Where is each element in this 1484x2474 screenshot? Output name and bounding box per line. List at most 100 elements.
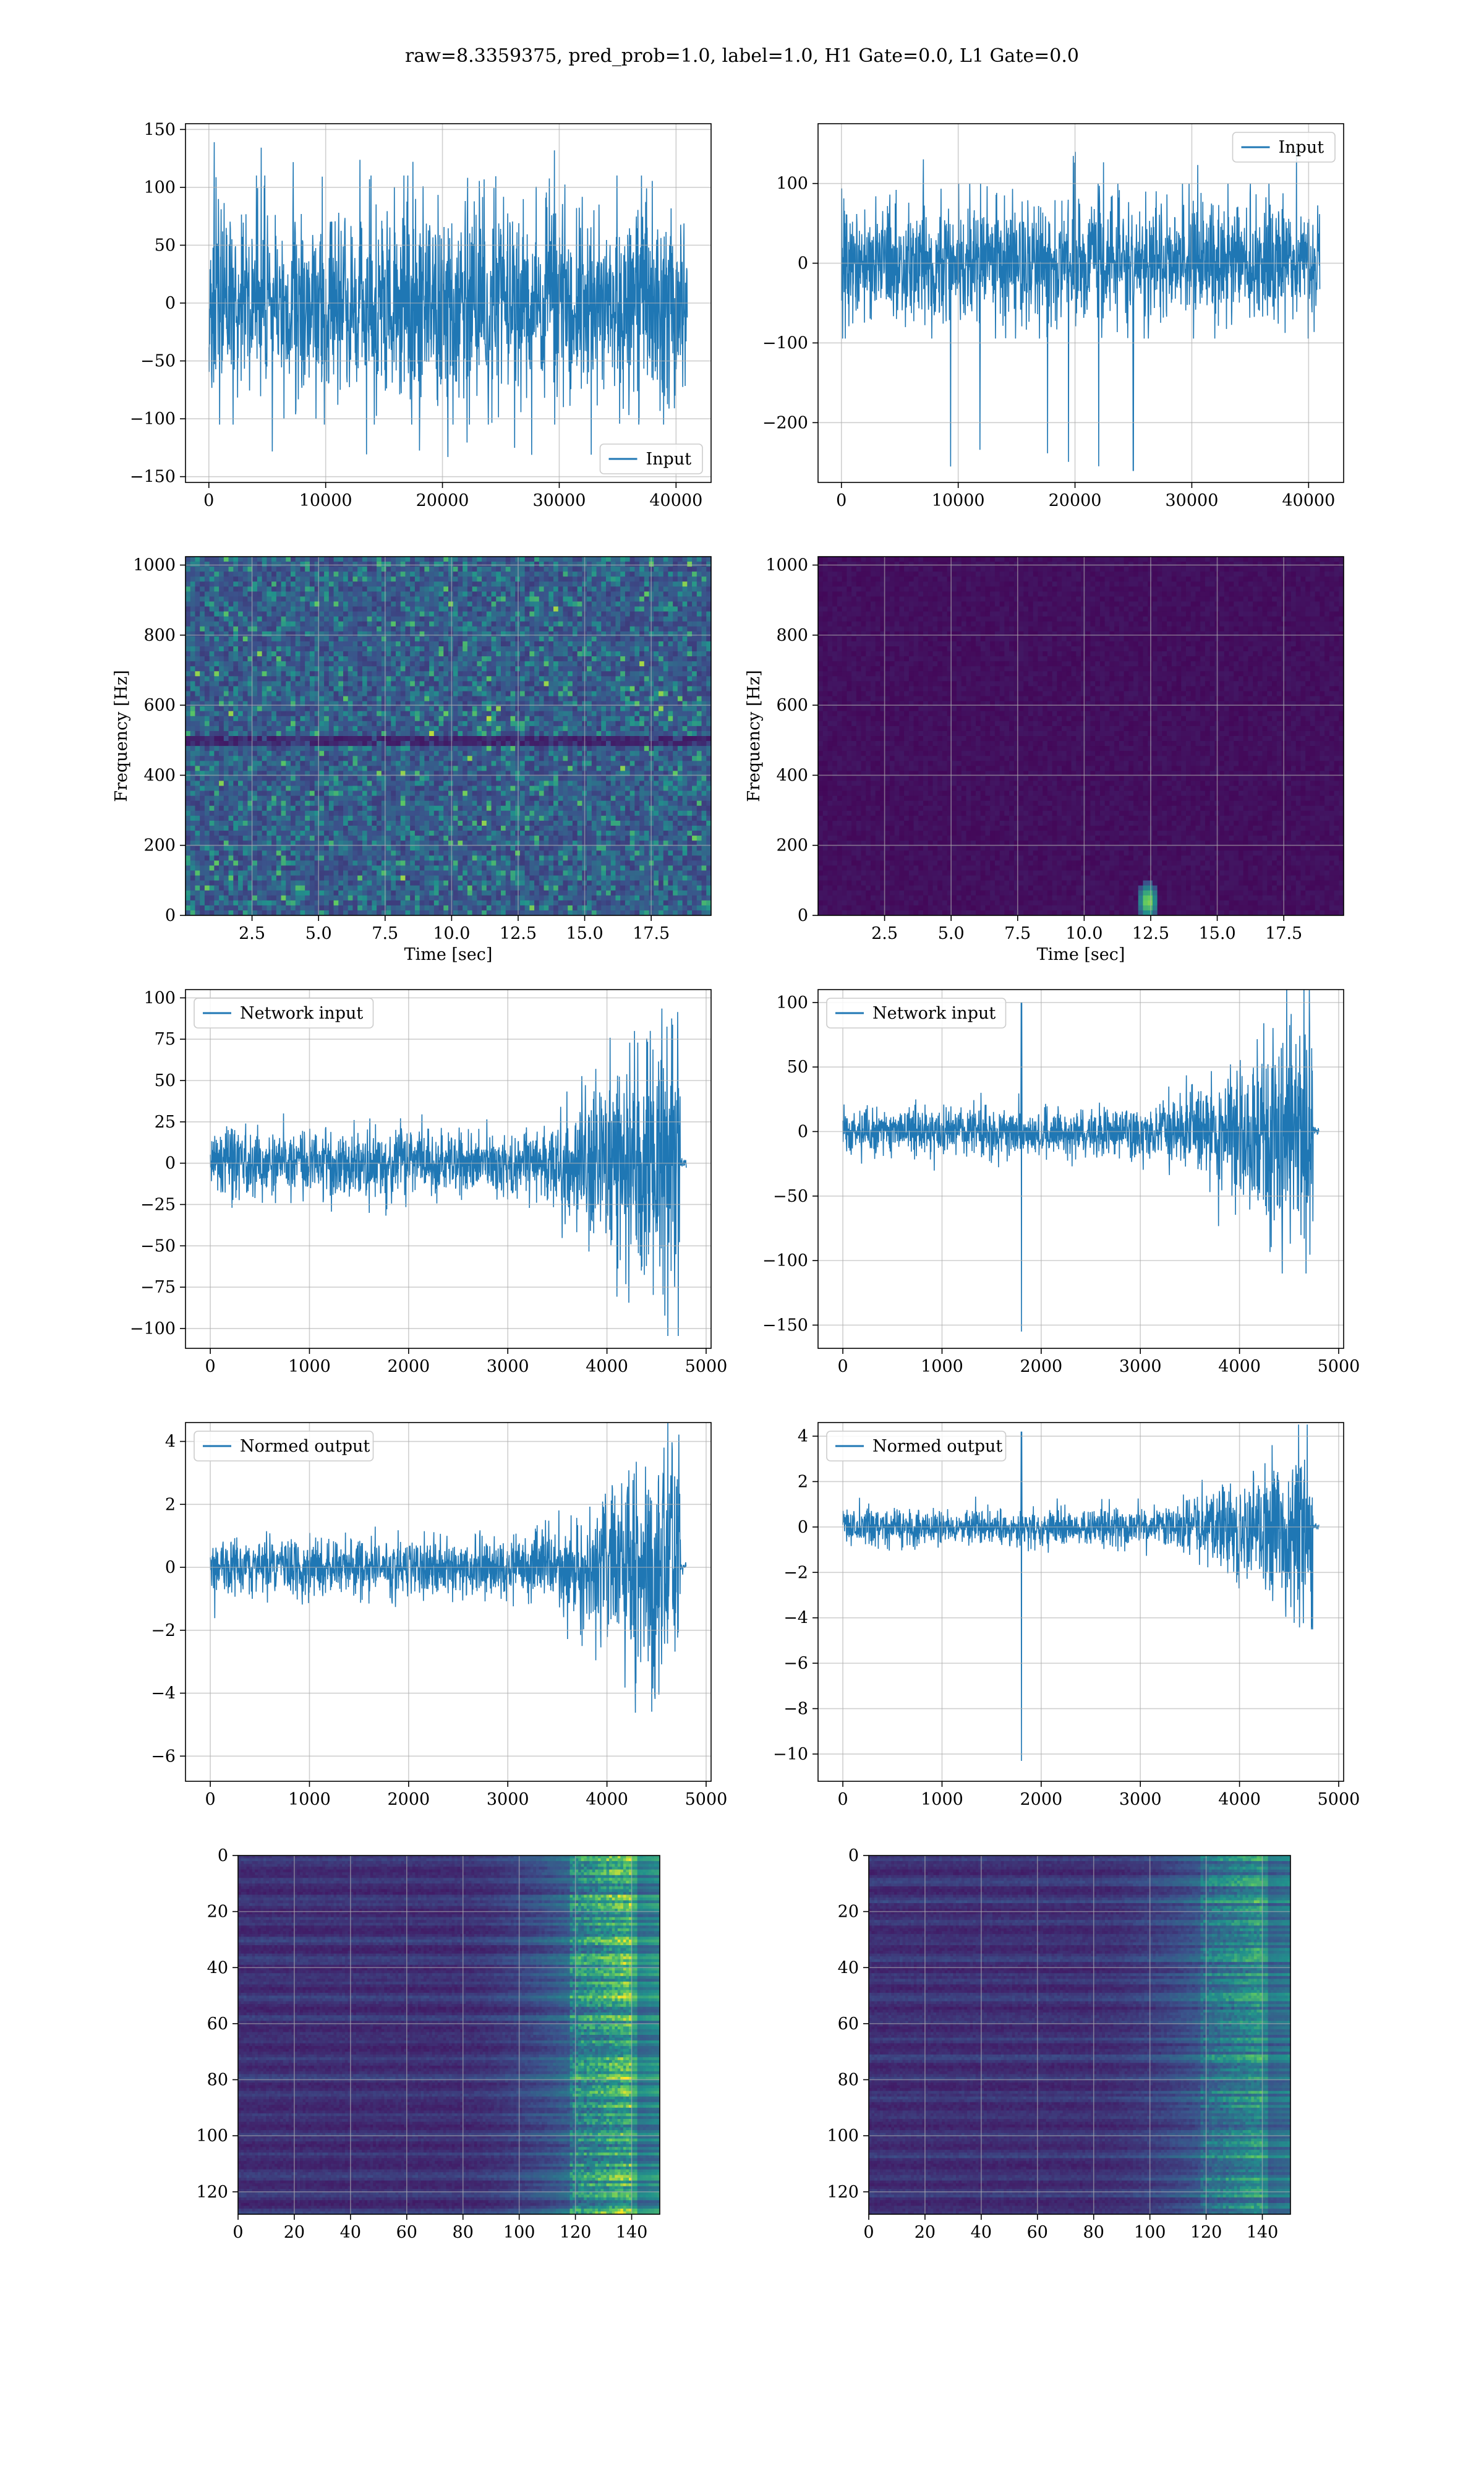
- h1-spectrogram-cell: [496, 611, 501, 617]
- h1-spectrogram-cell: [558, 581, 564, 587]
- h1-spectrogram-cell: [568, 736, 573, 742]
- h1-spectrogram-cell: [606, 751, 612, 756]
- h1-spectrogram-cell: [314, 736, 320, 742]
- h1-spectrogram-cell: [281, 776, 286, 782]
- h1-spectrogram-cell: [529, 581, 535, 587]
- h1-spectrogram-cell: [692, 596, 697, 602]
- h1-spectrogram-cell: [477, 671, 482, 677]
- h1-spectrogram-cell: [267, 691, 272, 697]
- h1-spectrogram-cell: [634, 706, 640, 712]
- h1-spectrogram-cell: [558, 741, 564, 747]
- h1-spectrogram-cell: [362, 636, 368, 642]
- h1-spectrogram-cell: [400, 736, 406, 742]
- h1-spectrogram-cell: [204, 681, 210, 687]
- h1-spectrogram-cell: [209, 606, 215, 612]
- h1-spectrogram-cell: [238, 711, 244, 717]
- h1-spectrogram-cell: [534, 681, 540, 687]
- h1-spectrogram-cell: [625, 656, 631, 662]
- h1-spectrogram-cell: [271, 631, 277, 637]
- h1-spectrogram-cell: [309, 691, 315, 697]
- h1-spectrogram-cell: [701, 671, 707, 677]
- h1-spectrogram-cell: [328, 576, 335, 582]
- h1-spectrogram-cell: [606, 686, 612, 692]
- h1-spectrogram-cell: [271, 696, 277, 702]
- h1-spectrogram-cell: [190, 616, 196, 622]
- h1-spectrogram-cell: [601, 567, 607, 572]
- h1-spectrogram-cell: [563, 591, 568, 597]
- h1-spectrogram-cell: [252, 651, 258, 657]
- h1-spectrogram-cell: [214, 696, 220, 702]
- h1-spectrogram-cell: [659, 606, 664, 612]
- h1-spectrogram-cell: [247, 716, 253, 722]
- h1-spectrogram-cell: [319, 716, 325, 722]
- h1-spectrogram-cell: [357, 726, 363, 732]
- h1-spectrogram-cell: [467, 756, 473, 761]
- h1-spectrogram-cell: [610, 761, 616, 766]
- h1-spectrogram-cell: [238, 606, 244, 612]
- h1-spectrogram-cell: [295, 636, 301, 642]
- h1-spectrogram-cell: [591, 591, 597, 597]
- h1-spectrogram-cell: [214, 701, 220, 707]
- h1-spectrogram-cell: [458, 586, 463, 592]
- h1-spectrogram-cell: [687, 646, 693, 652]
- h1-spectrogram-cell: [620, 726, 626, 732]
- h1-spectrogram-cell: [482, 671, 487, 677]
- h1-spectrogram-cell: [659, 567, 664, 572]
- h1-spectrogram-cell: [696, 576, 702, 582]
- h1-spectrogram-cell: [429, 671, 435, 677]
- h1-spectrogram-cell: [338, 591, 344, 597]
- h1-spectrogram-cell: [328, 562, 335, 567]
- h1-spectrogram-cell: [195, 646, 200, 652]
- h1-spectrogram-cell: [443, 696, 449, 702]
- h1-spectrogram-cell: [606, 576, 612, 582]
- h1-spectrogram-cell: [309, 741, 315, 747]
- h1-spectrogram-cell: [396, 676, 401, 682]
- h1-spectrogram-cell: [219, 621, 224, 627]
- h1-spectrogram-cell: [663, 771, 669, 777]
- h1-spectrogram-cell: [629, 686, 635, 692]
- h1-spectrogram-cell: [223, 651, 229, 657]
- h1-spectrogram-cell: [587, 671, 592, 677]
- h1-spectrogram-cell: [606, 646, 612, 652]
- h1-spectrogram-cell: [357, 621, 363, 627]
- h1-spectrogram-cell: [606, 616, 612, 622]
- h1-spectrogram-cell: [238, 726, 244, 732]
- h1-spectrogram-cell: [367, 671, 372, 677]
- h1-spectrogram-cell: [544, 661, 549, 667]
- h1-spectrogram-cell: [548, 730, 554, 737]
- h1-spectrogram-cell: [677, 651, 683, 657]
- h1-spectrogram-cell: [247, 601, 253, 607]
- h1-spectrogram-cell: [587, 681, 592, 687]
- h1-spectrogram-cell: [587, 651, 592, 657]
- h1-spectrogram-cell: [438, 651, 444, 657]
- h1-spectrogram-cell: [463, 686, 468, 692]
- h1-spectrogram-cell: [639, 616, 645, 622]
- h1-spectrogram-cell: [233, 751, 239, 756]
- h1-spectrogram-cell: [687, 726, 693, 732]
- h1-spectrogram-cell: [701, 681, 707, 687]
- h1-spectrogram-cell: [659, 651, 664, 657]
- h1-spectrogram-cell: [333, 641, 339, 647]
- h1-spectrogram-cell: [410, 611, 416, 617]
- h1-spectrogram-cell: [433, 666, 440, 672]
- h1-spectrogram-cell: [324, 606, 330, 612]
- h1-spectrogram-cell: [510, 591, 516, 597]
- h1-spectrogram-cell: [381, 606, 387, 612]
- h1-spectrogram-cell: [400, 616, 406, 622]
- h1-spectrogram-cell: [654, 606, 659, 612]
- h1-spectrogram-cell: [577, 726, 582, 732]
- h1-spectrogram-cell: [529, 576, 535, 582]
- h1-spectrogram-cell: [596, 656, 602, 662]
- h1-spectrogram-cell: [286, 761, 291, 766]
- h1-spectrogram-cell: [639, 646, 645, 652]
- h1-spectrogram-cell: [419, 711, 425, 717]
- h1-spectrogram-cell: [625, 581, 631, 587]
- h1-spectrogram-cell: [405, 701, 411, 707]
- h1-spectrogram-cell: [696, 696, 702, 702]
- h1-spectrogram-cell: [343, 736, 349, 742]
- h1-spectrogram-cell: [219, 646, 224, 652]
- h1-spectrogram-cell: [267, 651, 272, 657]
- h1-spectrogram-cell: [381, 557, 387, 562]
- h1-spectrogram-cell: [228, 636, 234, 642]
- h1-spectrogram-cell: [252, 661, 258, 667]
